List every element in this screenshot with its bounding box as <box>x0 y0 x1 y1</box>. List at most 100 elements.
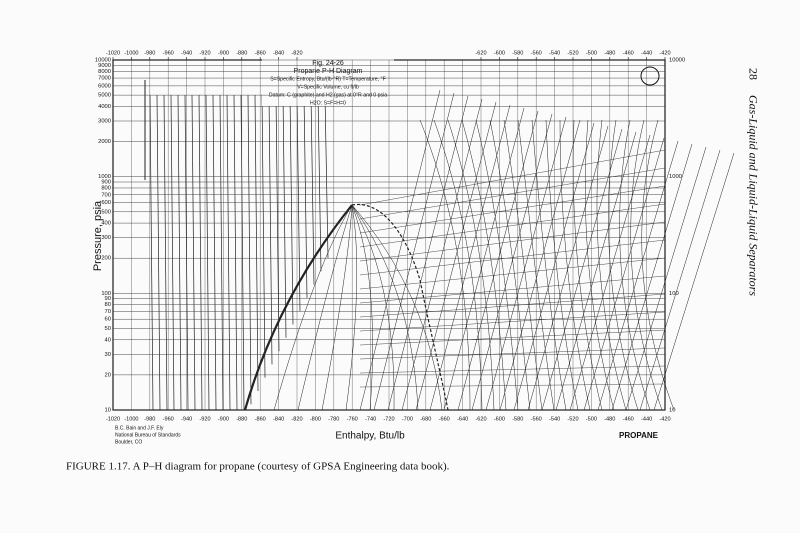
x-tick-label-top: -600 <box>494 50 505 56</box>
curve <box>641 119 675 411</box>
y-tick-label: 7000 <box>98 76 111 82</box>
curve <box>359 149 666 206</box>
curve <box>619 119 651 411</box>
curve <box>359 221 666 262</box>
curve <box>503 119 543 411</box>
x-tick-label: -960 <box>163 416 174 422</box>
x-tick-label: -520 <box>567 416 578 422</box>
x-tick-label-top: -920 <box>199 50 210 56</box>
x-tick-label-top: -820 <box>291 50 302 56</box>
curve <box>297 204 353 411</box>
x-axis-label: Enthalpy, Btu/lb <box>335 431 405 442</box>
credit: B.C. Bain and J.F. Ely <box>115 425 164 431</box>
x-tick-label: -540 <box>549 416 560 422</box>
y-tick-label: 5000 <box>98 93 111 99</box>
curve <box>268 94 273 365</box>
curve <box>351 204 419 411</box>
y-tick-label: 30 <box>105 352 111 358</box>
y-tick-label: 3000 <box>98 119 111 125</box>
curve <box>303 94 308 298</box>
x-tick-label: -900 <box>218 416 229 422</box>
x-tick-label: -820 <box>291 416 302 422</box>
logo <box>640 66 660 86</box>
caption: FIGURE 1.17. A P–H diagram for propane (… <box>66 461 450 473</box>
curve <box>205 94 210 411</box>
x-tick-label: -880 <box>236 416 247 422</box>
x-tick-label: -660 <box>439 416 450 422</box>
title-line: S=Specific Entropy, Btu/(lb·°R) T=Temper… <box>270 76 386 82</box>
curve <box>653 152 735 411</box>
curve <box>541 128 623 411</box>
curve <box>233 94 238 411</box>
y-tick-label: 300 <box>101 235 111 241</box>
curve <box>585 119 615 411</box>
curve <box>630 119 663 411</box>
x-tick-label-top: -540 <box>549 50 560 56</box>
x-tick-label-top: -420 <box>659 50 670 56</box>
x-tick-label: -940 <box>181 416 192 422</box>
x-tick-label-top: -500 <box>586 50 597 56</box>
title-line: H2O: S=F=H=0 <box>310 100 346 106</box>
y-tick-label: 4000 <box>98 104 111 110</box>
curve <box>359 383 666 388</box>
x-tick-label: -840 <box>273 416 284 422</box>
x-tick-label: -480 <box>604 416 615 422</box>
x-tick-label: -680 <box>420 416 431 422</box>
x-tick-label: -740 <box>365 416 376 422</box>
x-tick-label-top: -460 <box>623 50 634 56</box>
curve <box>457 110 539 411</box>
curve <box>359 293 666 318</box>
curve <box>359 347 666 360</box>
x-tick-label-top: -1000 <box>124 50 138 56</box>
curve <box>517 119 555 411</box>
y-tick-label: 500 <box>101 209 111 215</box>
y-tick-label: 50 <box>105 326 111 332</box>
curve <box>373 92 455 411</box>
y-tick-label: 900 <box>101 180 111 186</box>
curve <box>415 101 497 411</box>
curve <box>247 94 252 405</box>
x-tick-label: -580 <box>512 416 523 422</box>
credit: National Bureau of Standards <box>115 432 181 438</box>
curve <box>569 134 651 411</box>
curve <box>359 89 441 411</box>
x-tick-label: -620 <box>475 416 486 422</box>
x-tick-label: -980 <box>144 416 155 422</box>
y-axis-label: Pressure, psia <box>92 200 104 271</box>
y-tick-label: 10000 <box>95 58 111 64</box>
x-tick-label-top: -880 <box>236 50 247 56</box>
curve <box>545 119 579 411</box>
x-tick-label: -640 <box>457 416 468 422</box>
curve <box>177 94 182 411</box>
y-tick-label: 200 <box>101 256 111 262</box>
x-tick-label: -920 <box>199 416 210 422</box>
x-tick-label-top: -900 <box>218 50 229 56</box>
y-tick-label: 10 <box>105 408 111 414</box>
title-line: V=Specific Volume, cu ft/lb <box>297 84 359 90</box>
curve <box>471 113 553 411</box>
y2-tick-label: 10 <box>669 408 675 414</box>
curve <box>625 146 707 411</box>
curve <box>282 94 287 338</box>
x-tick-label: -560 <box>531 416 542 422</box>
curve <box>359 257 666 290</box>
y2-tick-label: 1000 <box>669 174 682 180</box>
title-line: Datum: C (graphite) and H2 (gas) at 0°R … <box>269 92 387 98</box>
curve <box>489 119 531 411</box>
curve <box>226 94 231 411</box>
x-tick-label-top: -840 <box>273 50 284 56</box>
curve <box>170 94 175 411</box>
x-tick-label: -1020 <box>106 416 120 422</box>
curve <box>243 204 353 411</box>
curve <box>419 119 471 411</box>
x-tick-label-top: -860 <box>255 50 266 56</box>
curve <box>261 94 266 378</box>
curve <box>345 204 358 411</box>
curve <box>433 119 483 411</box>
x-tick-label: -860 <box>255 416 266 422</box>
curve <box>254 94 259 392</box>
y2-tick-label: 10000 <box>669 58 685 64</box>
curve <box>359 311 666 332</box>
x-tick-label-top: -960 <box>163 50 174 56</box>
